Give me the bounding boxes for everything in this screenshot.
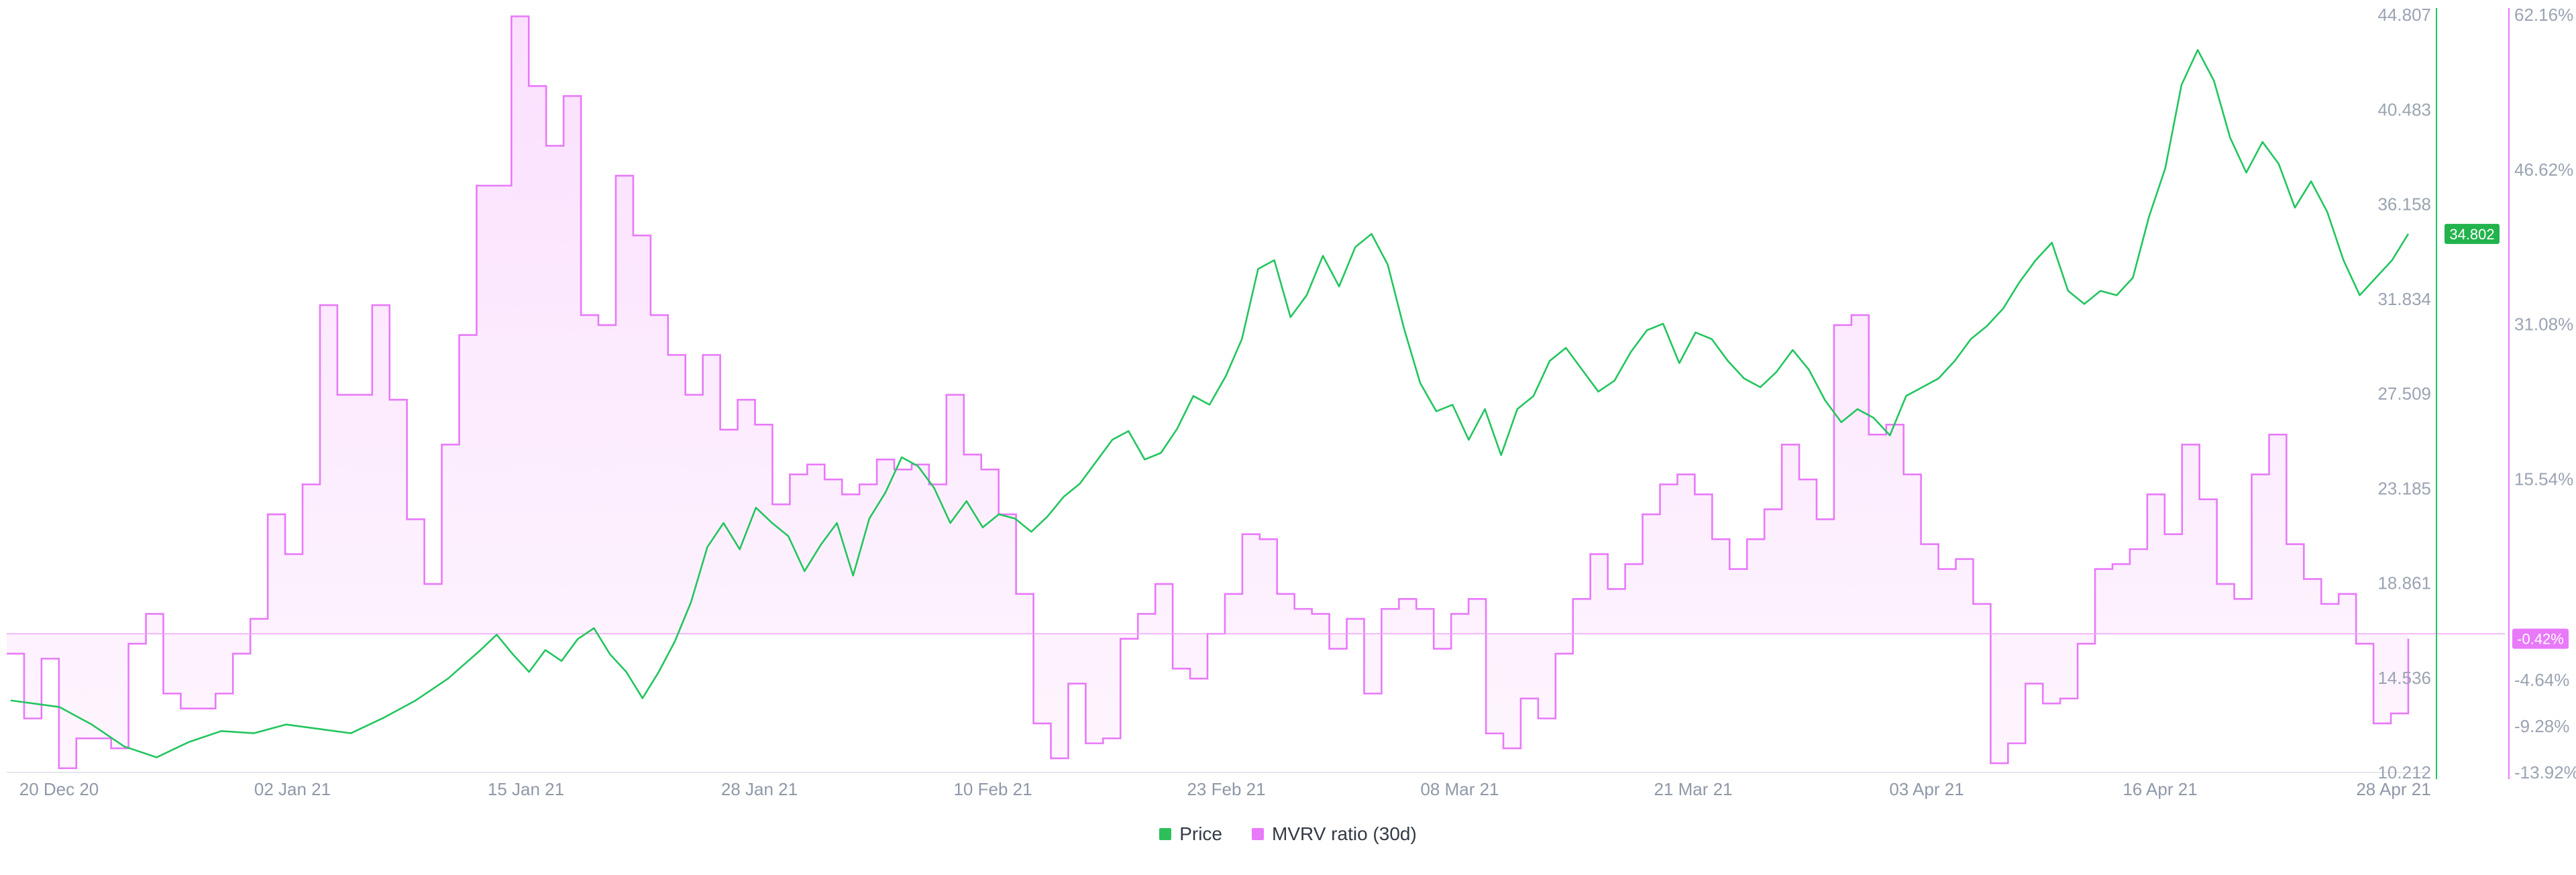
x-tick-label: 08 Mar 21 (1420, 779, 1499, 799)
price-tick-label: 10.212 (2377, 762, 2431, 782)
price-tick-label: 44.807 (2377, 5, 2431, 25)
price-tick-label: 18.861 (2377, 573, 2431, 593)
current-mvrv-badge (2512, 628, 2569, 649)
price-tick-label: 23.185 (2377, 478, 2431, 498)
mvrv-tick-label: -9.28% (2514, 716, 2569, 736)
x-tick-label: 28 Jan 21 (721, 779, 798, 799)
mvrv-tick-label: 46.62% (2514, 160, 2573, 180)
x-tick-label: 02 Jan 21 (254, 779, 331, 799)
mvrv-tick-label: 31.08% (2514, 314, 2573, 335)
mvrv-tick-label: 15.54% (2514, 469, 2573, 489)
x-tick-label: 23 Feb 21 (1187, 779, 1265, 799)
legend-swatch-price (1159, 828, 1172, 840)
legend: Price MVRV ratio (30d) (0, 823, 2576, 845)
legend-swatch-mvrv (1252, 828, 1264, 840)
price-series-line (10, 49, 2410, 758)
legend-label-mvrv: MVRV ratio (30d) (1272, 823, 1417, 844)
mvrv-tick-label: 62.16% (2514, 5, 2573, 25)
x-tick-label: 15 Jan 21 (488, 779, 564, 799)
price-tick-label: 36.158 (2377, 194, 2431, 215)
current-price-label: 34.802 (2449, 226, 2494, 243)
price-tick-label: 40.483 (2377, 99, 2431, 119)
x-tick-label: 10 Feb 21 (953, 779, 1032, 799)
legend-item-price[interactable]: Price (1159, 823, 1222, 845)
mvrv-series-line (7, 15, 2410, 770)
price-tick-label: 14.536 (2377, 668, 2431, 688)
x-tick-label: 16 Apr 21 (2123, 779, 2197, 799)
x-tick-label: 20 Dec 20 (19, 779, 99, 799)
current-price-badge (2445, 223, 2500, 244)
mvrv-area-fill (7, 16, 2408, 768)
mvrv-tick-label: -13.92% (2514, 762, 2576, 782)
x-tick-label: 28 Apr 21 (2356, 779, 2430, 799)
x-tick-label: 21 Mar 21 (1654, 779, 1732, 799)
x-tick-label: 03 Apr 21 (1889, 779, 1964, 799)
price-tick-label: 27.509 (2377, 384, 2431, 404)
current-mvrv-label: -0.42% (2517, 631, 2564, 648)
price-tick-label: 31.834 (2377, 289, 2431, 309)
mvrv-tick-label: -4.64% (2514, 670, 2569, 690)
legend-label-price: Price (1179, 823, 1222, 844)
legend-item-mvrv[interactable]: MVRV ratio (30d) (1252, 823, 1417, 845)
